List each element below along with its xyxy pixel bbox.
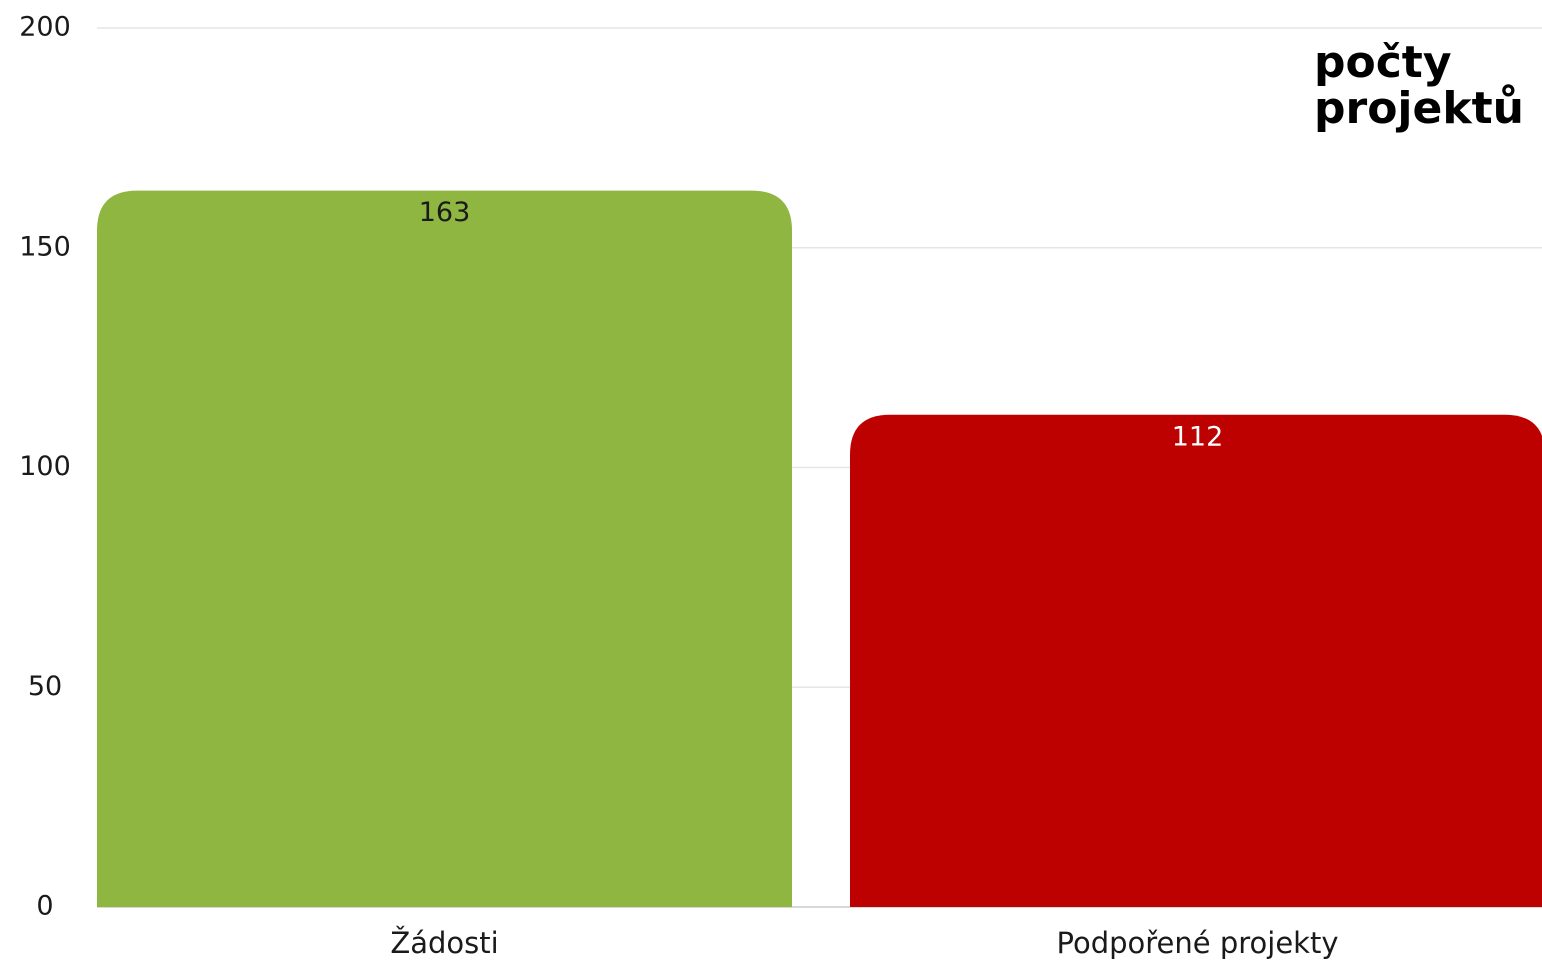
y-tick-label: 200: [19, 12, 71, 43]
x-tick-label: Podpořené projekty: [1057, 926, 1339, 960]
y-tick-label: 0: [36, 891, 53, 922]
value-label: 112: [1172, 421, 1224, 452]
y-tick-label: 100: [19, 451, 71, 482]
x-tick-label: Žádosti: [390, 926, 498, 960]
y-tick-label: 50: [28, 671, 62, 702]
chart-title: počty projektů: [1314, 37, 1524, 134]
bar: [850, 414, 1542, 907]
value-label: 163: [419, 197, 471, 228]
y-tick-label: 150: [19, 231, 71, 262]
bar: [97, 190, 792, 908]
